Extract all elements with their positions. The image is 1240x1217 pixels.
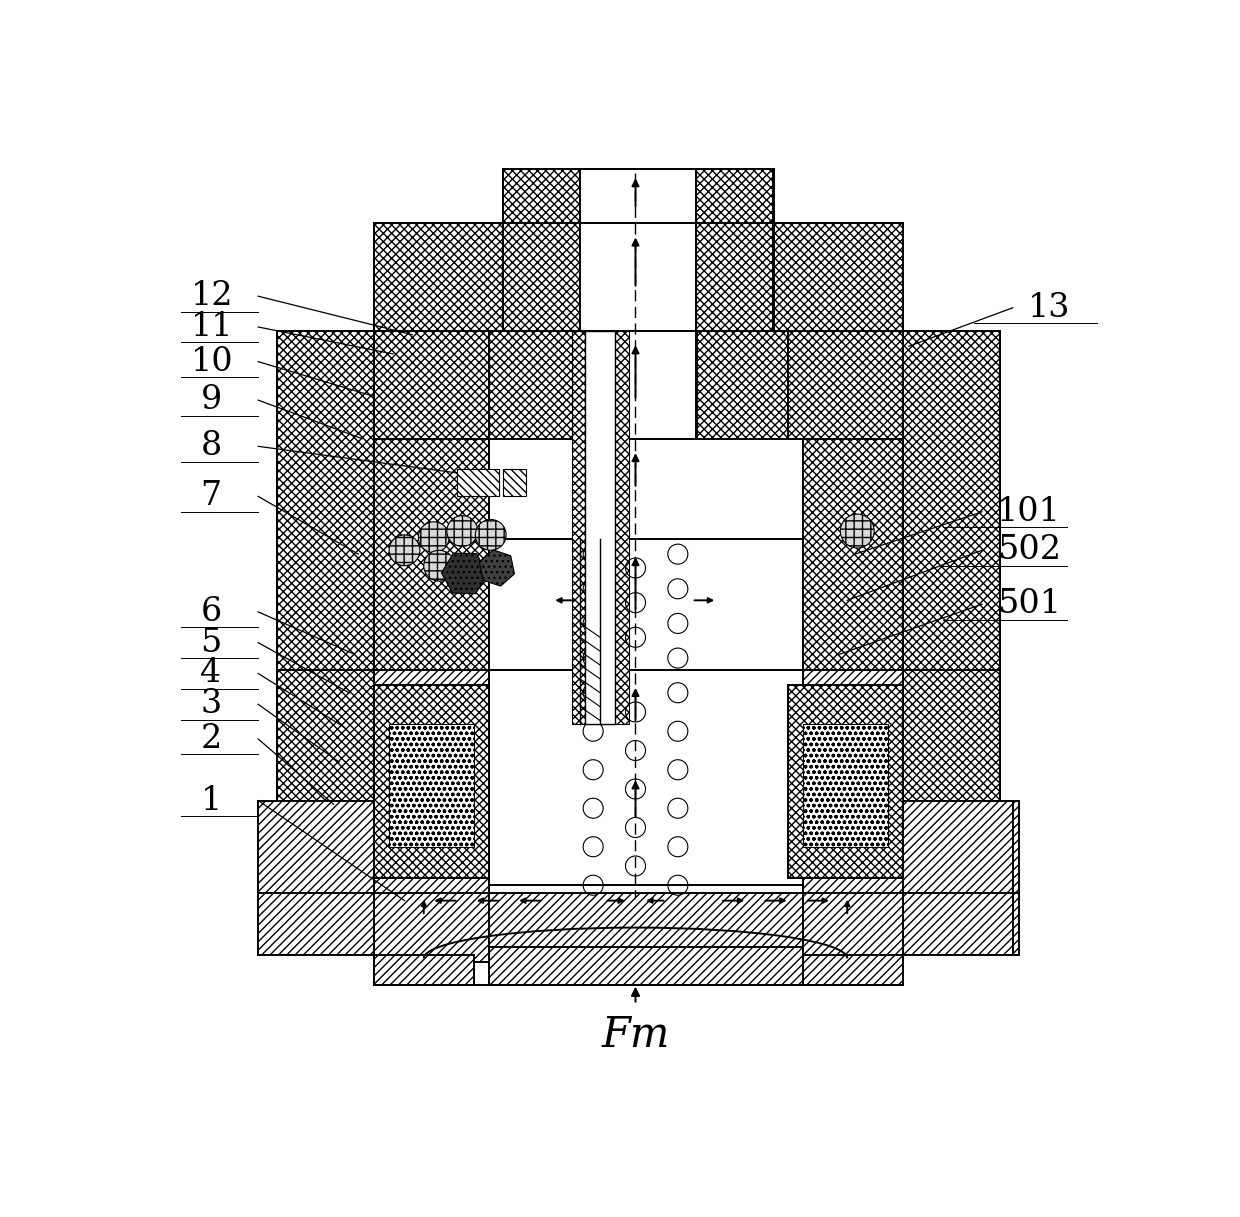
Text: 502: 502 <box>997 534 1061 566</box>
Bar <box>490 438 804 669</box>
Text: 6: 6 <box>201 596 222 628</box>
Bar <box>697 331 787 539</box>
Bar <box>490 947 804 986</box>
Circle shape <box>389 535 420 566</box>
Bar <box>585 331 615 724</box>
Bar <box>580 169 696 223</box>
Bar <box>787 685 904 877</box>
Bar <box>373 669 904 893</box>
Bar <box>503 169 580 223</box>
Bar <box>572 331 629 724</box>
Bar <box>373 893 904 963</box>
Text: 1: 1 <box>201 785 222 817</box>
Text: 9: 9 <box>201 385 222 416</box>
Circle shape <box>841 514 874 548</box>
Text: 5: 5 <box>201 627 222 658</box>
Circle shape <box>424 550 455 581</box>
Bar <box>904 331 999 669</box>
Bar <box>373 331 904 438</box>
Bar <box>490 885 804 893</box>
Bar <box>904 669 999 893</box>
Text: 7: 7 <box>201 481 222 512</box>
Text: 3: 3 <box>201 689 222 720</box>
Bar <box>503 223 580 331</box>
Bar <box>904 669 999 801</box>
Bar <box>258 801 373 893</box>
Bar <box>373 223 503 331</box>
Bar <box>904 801 1019 893</box>
Bar <box>696 223 773 331</box>
Bar <box>490 539 804 669</box>
Text: 4: 4 <box>201 657 222 690</box>
Bar <box>389 724 474 847</box>
Bar <box>278 669 373 801</box>
Text: 12: 12 <box>191 280 233 313</box>
Bar <box>258 893 373 954</box>
Text: Fm: Fm <box>601 1015 670 1056</box>
Bar <box>904 893 1019 954</box>
Text: 2: 2 <box>201 723 222 755</box>
Bar <box>490 331 580 539</box>
Bar <box>373 438 490 669</box>
Bar <box>774 223 904 331</box>
Bar <box>580 223 696 331</box>
Text: 11: 11 <box>191 312 233 343</box>
Bar <box>696 169 773 223</box>
Bar <box>804 954 904 986</box>
Bar <box>580 331 696 438</box>
Bar <box>373 954 474 986</box>
Bar <box>804 724 888 847</box>
Circle shape <box>475 520 506 550</box>
Text: 10: 10 <box>191 346 233 377</box>
Text: 101: 101 <box>997 495 1061 528</box>
Text: 13: 13 <box>1028 292 1070 324</box>
Bar <box>456 470 500 497</box>
Bar <box>503 470 526 497</box>
Circle shape <box>446 516 477 546</box>
Bar <box>278 331 373 669</box>
Bar <box>278 669 373 893</box>
Text: 8: 8 <box>201 431 222 462</box>
Circle shape <box>418 522 449 553</box>
Bar <box>787 438 904 669</box>
Bar <box>373 685 490 877</box>
Text: 501: 501 <box>997 588 1061 621</box>
Bar <box>490 669 804 885</box>
